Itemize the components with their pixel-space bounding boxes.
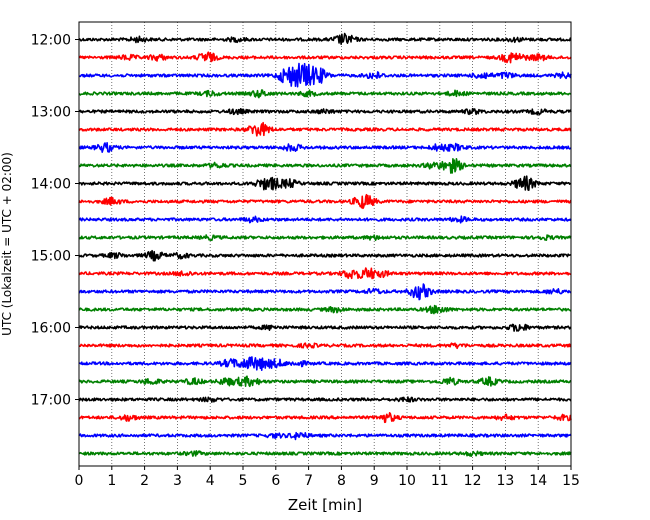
trace-1415 bbox=[78, 193, 572, 210]
y-tick-label: 16:00 bbox=[31, 321, 71, 337]
x-tick-label: 3 bbox=[173, 473, 182, 489]
x-tick-label: 6 bbox=[271, 473, 280, 489]
trace-1500 bbox=[78, 249, 572, 262]
trace-1200 bbox=[78, 32, 572, 46]
y-tick-label: 14:00 bbox=[31, 177, 71, 193]
y-axis-ticks: 12:00 13:00 14:00 15:00 16:00 17:00 bbox=[31, 33, 79, 409]
trace-1715 bbox=[78, 412, 572, 424]
x-tick-label: 0 bbox=[75, 473, 84, 489]
x-tick-label: 12 bbox=[464, 473, 482, 489]
trace-1215 bbox=[78, 51, 572, 64]
trace-1230 bbox=[78, 62, 572, 88]
y-tick-label: 13:00 bbox=[31, 105, 71, 121]
trace-1515 bbox=[78, 267, 572, 280]
x-tick-label: 2 bbox=[140, 473, 149, 489]
trace-1345 bbox=[78, 158, 572, 174]
trace-1730 bbox=[78, 431, 572, 441]
trace-1315 bbox=[78, 121, 572, 137]
trace-1545 bbox=[78, 304, 572, 315]
x-tick-label: 1 bbox=[107, 473, 116, 489]
x-tick-label: 9 bbox=[370, 473, 379, 489]
x-tick-label: 15 bbox=[562, 473, 580, 489]
x-tick-label: 7 bbox=[304, 473, 313, 489]
y-tick-label: 12:00 bbox=[31, 33, 71, 49]
x-tick-label: 8 bbox=[337, 473, 346, 489]
trace-1530 bbox=[78, 283, 572, 301]
x-tick-label: 14 bbox=[529, 473, 547, 489]
x-tick-label: 13 bbox=[496, 473, 514, 489]
x-axis-ticks: 0 1 2 3 4 5 6 7 8 9 10 11 12 13 14 15 bbox=[75, 466, 580, 489]
trace-series bbox=[78, 32, 572, 457]
plot-frame bbox=[78, 21, 572, 467]
y-tick-label: 17:00 bbox=[31, 393, 71, 409]
trace-1300 bbox=[78, 107, 572, 116]
trace-1245 bbox=[78, 89, 572, 99]
trace-1400 bbox=[78, 175, 572, 191]
trace-1430 bbox=[78, 215, 572, 224]
x-tick-label: 4 bbox=[206, 473, 215, 489]
x-tick-label: 11 bbox=[431, 473, 449, 489]
trace-1700 bbox=[78, 396, 572, 403]
trace-1330 bbox=[78, 141, 572, 153]
trace-1615 bbox=[78, 342, 572, 350]
x-tick-label: 10 bbox=[398, 473, 416, 489]
trace-1445 bbox=[78, 234, 572, 242]
trace-1600 bbox=[78, 323, 572, 332]
x-tick-label: 5 bbox=[239, 473, 248, 489]
x-axis-label: Zeit [min] bbox=[288, 496, 362, 514]
y-tick-label: 15:00 bbox=[31, 249, 71, 265]
trace-1745 bbox=[78, 450, 572, 457]
x-gridlines bbox=[111, 22, 539, 466]
trace-1630 bbox=[78, 356, 572, 372]
trace-1645 bbox=[78, 375, 572, 388]
y-axis-label: UTC (Lokalzeit = UTC + 02:00) bbox=[0, 152, 14, 336]
